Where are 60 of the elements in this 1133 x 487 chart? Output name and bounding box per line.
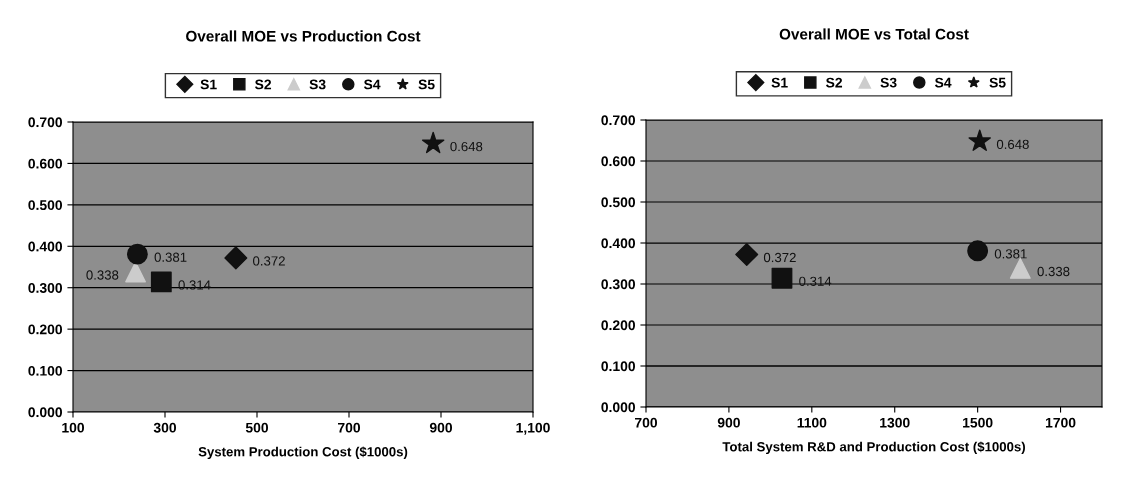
data-label: 0.372 (763, 252, 796, 263)
legend-label: S4 (363, 79, 381, 90)
x-tick-label: 1100 (797, 417, 827, 428)
point (150, 271, 172, 293)
legend-label: S1 (771, 77, 788, 88)
x-tick-label: 1500 (963, 417, 993, 428)
y-tick-label: 0.300 (601, 279, 636, 290)
y-tick-label: 0.400 (28, 241, 63, 252)
point (125, 261, 146, 283)
legend-label: S1 (200, 79, 217, 90)
legend-label: S4 (934, 77, 952, 88)
y-tick-label: 0.100 (601, 361, 636, 372)
point (968, 129, 991, 152)
y-tick-label: 0.700 (28, 117, 63, 128)
y-tick-label: 0.600 (601, 156, 636, 167)
data-label: 0.372 (253, 256, 285, 266)
legend-label: S2 (255, 79, 272, 90)
y-tick-label: 0.200 (601, 320, 636, 331)
x-tick-label: 700 (338, 422, 361, 433)
point (735, 242, 759, 266)
point (967, 240, 989, 262)
y-tick-label: 0.100 (28, 365, 63, 376)
point (126, 243, 148, 265)
y-tick-label: 0.300 (28, 283, 63, 293)
x-tick-label: 900 (717, 417, 740, 428)
point (771, 267, 793, 289)
data-label: 0.381 (994, 249, 1027, 259)
data-label: 0.648 (996, 139, 1029, 150)
legend-label: S5 (418, 79, 435, 90)
point (1009, 258, 1031, 279)
data-label: 0.338 (1037, 266, 1070, 277)
x-tick-label: 100 (62, 422, 85, 433)
x-tick-label: 700 (635, 417, 658, 428)
y-tick-label: 0.600 (28, 158, 63, 169)
y-tick-label: 0.500 (28, 200, 63, 211)
legend-label: S5 (989, 77, 1006, 88)
x-axis-title: Total System R&D and Production Cost ($1000s) (722, 441, 1025, 455)
y-tick-label: 0.000 (28, 407, 63, 418)
x-tick-label: 1300 (880, 417, 910, 428)
legend-label: S3 (309, 79, 326, 90)
y-tick-label: 0.500 (601, 197, 636, 208)
y-tick-label: 0.200 (28, 324, 63, 335)
data-label: 0.338 (86, 270, 119, 280)
x-tick-label: 500 (245, 422, 269, 433)
legend-label: S3 (880, 77, 897, 88)
point (224, 246, 248, 270)
x-tick-label: 300 (153, 422, 177, 433)
data-label: 0.381 (154, 252, 187, 262)
y-tick-label: 0.000 (601, 402, 636, 413)
y-tick-label: 0.700 (601, 115, 636, 126)
chart-title: Overall MOE vs Total Cost (779, 28, 969, 40)
y-tick-label: 0.400 (601, 238, 636, 249)
point (421, 131, 445, 154)
x-tick-label: 1700 (1045, 417, 1076, 428)
x-tick-label: 1,100 (516, 422, 550, 435)
x-axis-title: System Production Cost ($1000s) (198, 446, 408, 460)
data-label: 0.648 (450, 141, 483, 152)
x-tick-label: 900 (429, 422, 453, 433)
chart-title: Overall MOE vs Production Cost (186, 30, 421, 42)
legend-label: S2 (826, 77, 843, 88)
